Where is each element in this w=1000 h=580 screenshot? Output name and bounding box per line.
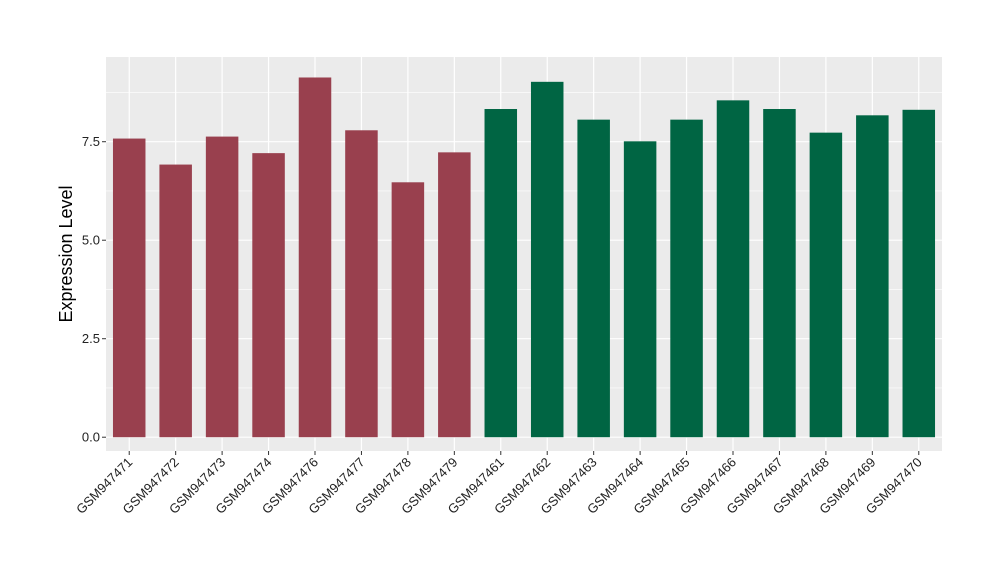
minor-gridlines	[106, 92, 942, 389]
bar-GSM947468	[809, 132, 843, 438]
bar-GSM947478	[391, 182, 425, 438]
y-tick-label: 5.0	[82, 233, 100, 248]
bar-GSM947472	[159, 164, 192, 438]
bar-GSM947470	[902, 109, 936, 438]
bar-GSM947464	[623, 141, 657, 438]
bar-GSM947474	[252, 153, 285, 438]
bars	[112, 77, 936, 438]
x-axis: GSM947471GSM947472GSM947473GSM947474GSM9…	[73, 451, 925, 517]
bar-GSM947477	[345, 130, 378, 438]
bar-GSM947471	[112, 138, 146, 438]
bar-GSM947473	[205, 136, 239, 438]
y-axis-title: Expression Level	[56, 185, 76, 322]
y-tick-label: 0.0	[82, 430, 100, 445]
bar-GSM947479	[438, 152, 471, 438]
bar-GSM947463	[577, 119, 610, 438]
bar-GSM947461	[484, 109, 518, 438]
plot-panel	[106, 57, 942, 451]
bar-GSM947476	[298, 77, 332, 438]
bar-GSM947466	[716, 100, 750, 438]
y-tick-label: 2.5	[82, 331, 100, 346]
bar-GSM947469	[856, 115, 889, 438]
bar-GSM947465	[670, 119, 703, 438]
bar-GSM947467	[763, 109, 796, 438]
y-tick-label: 7.5	[82, 134, 100, 149]
bar-GSM947462	[530, 81, 564, 438]
y-axis: 0.0 2.5 5.0 7.5	[82, 134, 106, 445]
